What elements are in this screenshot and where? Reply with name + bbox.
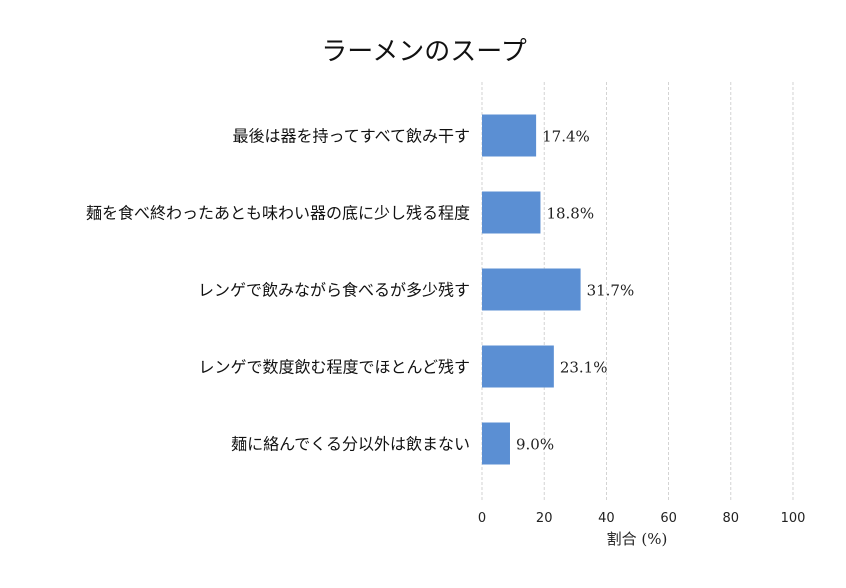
bar xyxy=(482,422,510,465)
bar xyxy=(482,191,541,234)
category-label: レンゲで飲みながら食べるが多少残す xyxy=(198,281,470,300)
x-axis-label: 割合 (%) xyxy=(607,530,668,548)
bar xyxy=(482,268,581,311)
data-label: 17.4% xyxy=(542,128,590,146)
category-label: 麺を食べ終わったあとも味わい器の底に少し残る程度 xyxy=(86,204,470,223)
bar xyxy=(482,114,537,157)
x-tick-label: 0 xyxy=(478,511,486,526)
bars xyxy=(482,114,581,465)
bar xyxy=(482,345,554,388)
data-label: 23.1% xyxy=(560,359,608,377)
x-tick-label: 20 xyxy=(536,511,553,526)
data-label: 18.8% xyxy=(546,205,594,223)
x-tick-label: 80 xyxy=(723,511,740,526)
data-label: 31.7% xyxy=(587,282,635,300)
category-label: レンゲで数度飲む程度でほとんど残す xyxy=(198,358,470,377)
x-axis-ticks: 0 20 40 60 80 100 xyxy=(478,511,806,526)
x-tick-label: 40 xyxy=(598,511,615,526)
category-label: 麺に絡んでくる分以外は飲まない xyxy=(231,435,470,454)
category-labels: 最後は器を持ってすべて飲み干す麺を食べ終わったあとも味わい器の底に少し残る程度レ… xyxy=(86,127,470,454)
chart-title: ラーメンのスープ xyxy=(321,37,526,67)
category-label: 最後は器を持ってすべて飲み干す xyxy=(233,127,470,146)
x-tick-label: 100 xyxy=(781,511,806,526)
value-labels: 17.4% 18.8% 31.7% 23.1% 9.0% xyxy=(516,128,634,454)
x-tick-label: 60 xyxy=(660,511,677,526)
data-label: 9.0% xyxy=(516,436,554,454)
